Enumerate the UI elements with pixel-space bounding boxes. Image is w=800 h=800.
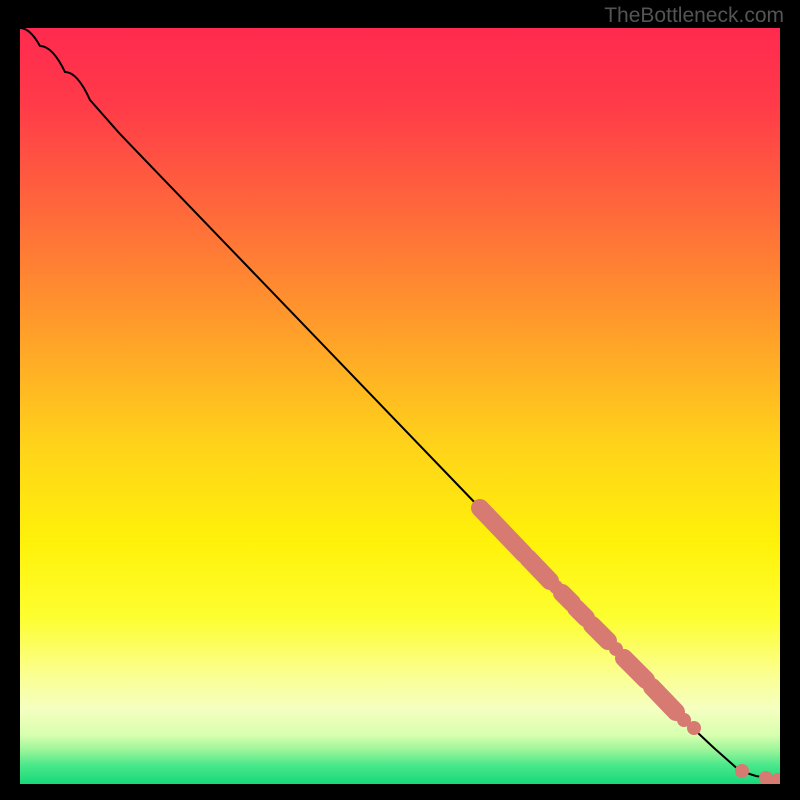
chart-container (20, 28, 780, 784)
chart-background (20, 28, 780, 784)
attribution-text: TheBottleneck.com (604, 4, 784, 28)
marker-pill (592, 625, 608, 641)
marker-pill (576, 608, 586, 618)
marker-dot (687, 721, 701, 735)
chart-svg (20, 28, 780, 784)
marker-dot (735, 764, 749, 778)
